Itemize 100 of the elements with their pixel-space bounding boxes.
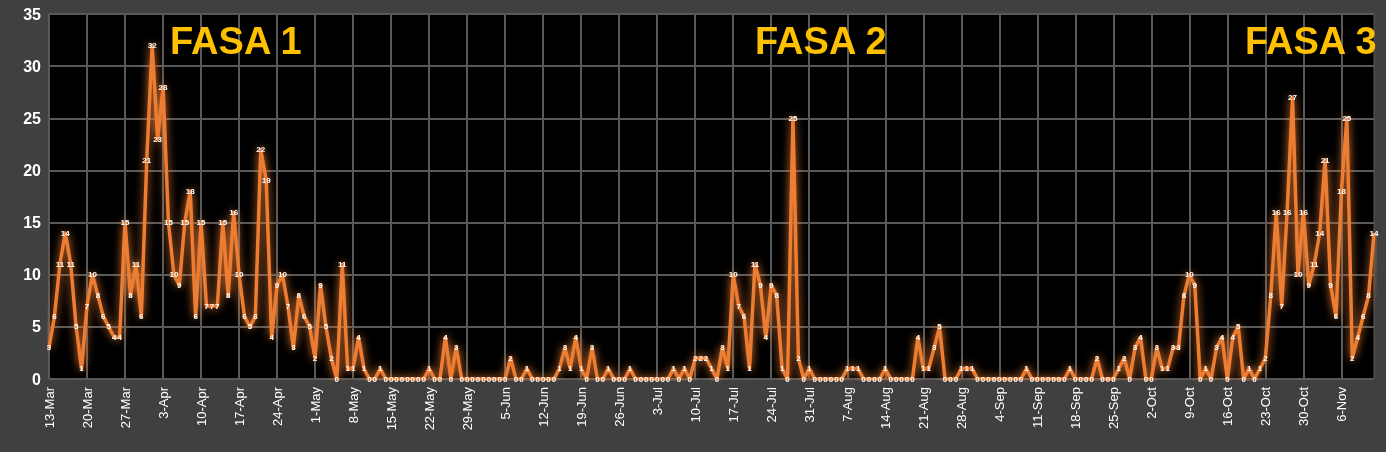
data-label: 3	[562, 343, 568, 353]
data-label: 6	[1360, 311, 1366, 321]
data-label: 0	[893, 374, 899, 384]
data-label: 0	[1143, 374, 1149, 384]
data-label: 0	[904, 374, 910, 384]
data-label: 5	[937, 322, 943, 332]
data-label: 0	[866, 374, 872, 384]
x-tick-label: 10-Jul	[687, 386, 703, 423]
data-label: 4	[1138, 332, 1144, 342]
data-label: 4	[356, 332, 362, 342]
data-label: 0	[383, 374, 389, 384]
x-tick-label: 5-Jun	[497, 387, 513, 420]
data-label: 23	[153, 134, 163, 144]
data-label: 2	[1121, 353, 1127, 363]
data-label: 1	[682, 364, 688, 374]
data-label: 6	[253, 311, 259, 321]
data-label: 0	[991, 374, 997, 384]
data-label: 2	[796, 353, 802, 363]
data-label: 0	[492, 374, 498, 384]
data-label: 6	[52, 311, 58, 321]
data-label: 0	[421, 374, 427, 384]
x-tick-label: 25-Sep	[1105, 387, 1121, 429]
data-label: 18	[185, 186, 196, 196]
data-label: 0	[470, 374, 476, 384]
data-label: 0	[986, 374, 992, 384]
y-tick-label: 5	[32, 318, 42, 336]
data-label: 5	[323, 322, 329, 332]
data-label: 0	[551, 374, 557, 384]
data-label: 1	[378, 364, 384, 374]
data-label: 0	[1083, 374, 1089, 384]
data-label: 0	[622, 374, 628, 384]
data-label: 4	[111, 332, 117, 342]
data-label: 0	[611, 374, 617, 384]
data-label: 6	[139, 311, 145, 321]
data-label: 0	[638, 374, 644, 384]
data-label: 0	[437, 374, 443, 384]
data-label: 1	[606, 364, 612, 374]
data-label: 0	[899, 374, 905, 384]
data-label: 1	[557, 364, 563, 374]
x-tick-label: 30-Oct	[1295, 386, 1311, 427]
data-label: 0	[513, 374, 519, 384]
x-tick-label: 18-Sep	[1067, 387, 1083, 429]
y-tick-label: 15	[23, 214, 42, 232]
x-tick-label: 27-Mar	[117, 386, 133, 429]
data-label: 6	[242, 311, 248, 321]
data-label: 0	[481, 374, 487, 384]
data-label: 1	[1203, 364, 1209, 374]
data-label: 0	[910, 374, 916, 384]
x-tick-label: 14-Aug	[877, 387, 893, 429]
data-label: 0	[1111, 374, 1117, 384]
data-label: 0	[834, 374, 840, 384]
data-label: 2	[1263, 353, 1269, 363]
data-label: 3	[1170, 343, 1176, 353]
data-label: 1	[1257, 364, 1263, 374]
data-label: 0	[372, 374, 378, 384]
data-label: 9	[758, 280, 764, 290]
data-label: 6	[1333, 311, 1339, 321]
data-label: 5	[1236, 322, 1242, 332]
x-tick-label: 6-Nov	[1333, 386, 1349, 422]
x-tick-label: 24-Apr	[269, 386, 285, 427]
data-label: 9	[177, 280, 183, 290]
data-label: 8	[128, 291, 134, 301]
data-label: 0	[1073, 374, 1079, 384]
data-label: 18	[1336, 186, 1347, 196]
data-label: 0	[828, 374, 834, 384]
data-label: 1	[855, 364, 861, 374]
data-label: 0	[1100, 374, 1106, 384]
data-label: 0	[980, 374, 986, 384]
y-tick-label: 25	[23, 109, 42, 127]
x-tick-label: 20-Mar	[79, 386, 95, 429]
x-tick-label: 7-Aug	[839, 387, 855, 422]
x-tick-label: 12-Jun	[535, 387, 551, 427]
data-label: 28	[158, 82, 169, 92]
data-label: 0	[540, 374, 546, 384]
data-label: 4	[269, 332, 275, 342]
data-label: 9	[1328, 280, 1334, 290]
x-tick-label: 29-May	[459, 386, 475, 431]
data-label: 0	[801, 374, 807, 384]
data-label: 0	[953, 374, 959, 384]
x-tick-label: 31-Jul	[801, 386, 817, 423]
data-label: 0	[486, 374, 492, 384]
data-label: 3	[291, 343, 297, 353]
data-label: 0	[502, 374, 508, 384]
data-label: 1	[779, 364, 785, 374]
data-label: 7	[215, 301, 221, 311]
data-label: 0	[530, 374, 536, 384]
y-tick-label: 30	[23, 57, 42, 75]
data-label: 3	[1176, 343, 1182, 353]
data-label: 0	[399, 374, 405, 384]
data-label: 0	[654, 374, 660, 384]
data-label: 16	[229, 207, 239, 217]
data-label: 0	[1198, 374, 1203, 384]
data-label: 0	[1208, 374, 1214, 384]
data-label: 1	[964, 364, 970, 374]
data-label: 10	[1184, 270, 1195, 280]
data-label: 32	[147, 40, 158, 50]
data-label: 0	[535, 374, 541, 384]
data-label: 0	[948, 374, 954, 384]
data-label: 0	[823, 374, 829, 384]
data-label: 2	[1350, 353, 1356, 363]
